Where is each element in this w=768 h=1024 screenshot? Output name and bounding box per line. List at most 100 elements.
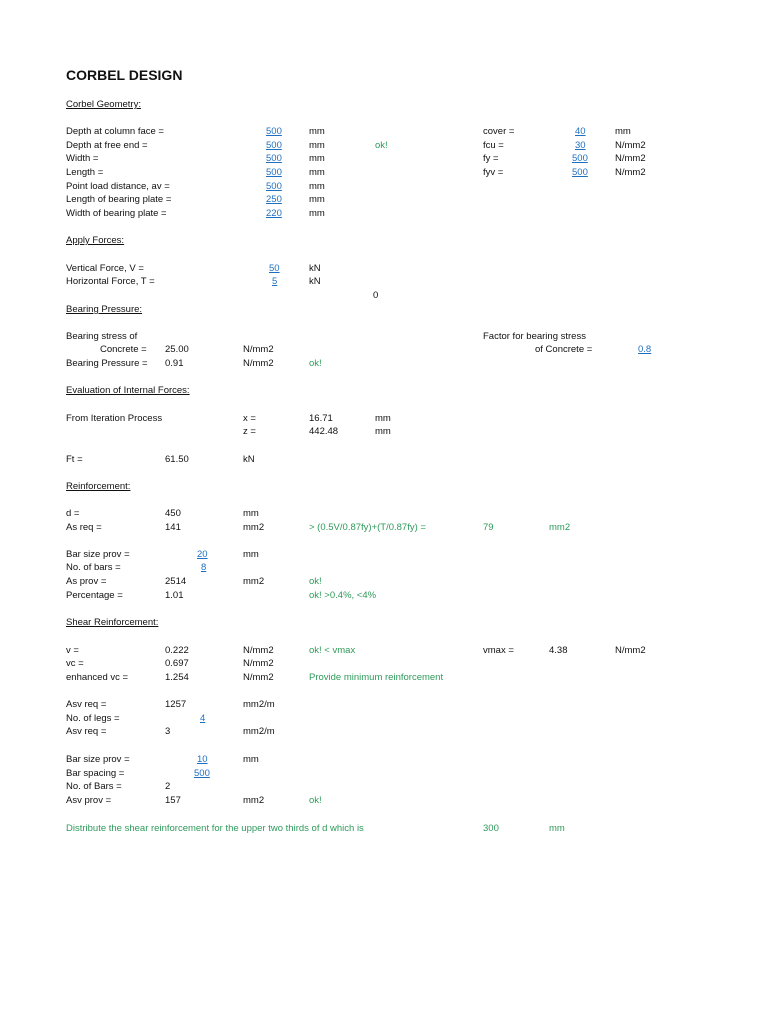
unit: kN xyxy=(309,276,321,287)
value-vc: 0.697 xyxy=(165,658,189,669)
label-bar-size: Bar size prov = xyxy=(66,549,130,560)
label-depth-column-face: Depth at column face = xyxy=(66,126,164,137)
unit: mm xyxy=(309,208,325,219)
unit: mm2 xyxy=(549,522,571,533)
label-no-bars: No. of bars = xyxy=(66,562,121,573)
unit: kN xyxy=(243,454,255,465)
unit: mm xyxy=(309,126,325,137)
label-horizontal-force: Horizontal Force, T = xyxy=(66,276,155,287)
unit: N/mm2 xyxy=(615,167,646,178)
check-formula: > (0.5V/0.87fy)+(T/0.87fy) = xyxy=(309,522,426,533)
value-as-min: 79 xyxy=(483,522,494,533)
label-no-legs: No. of legs = xyxy=(66,713,120,724)
label-point-load-distance: Point load distance, av = xyxy=(66,181,170,192)
check-status: ok! < vmax xyxy=(309,645,356,656)
label-x: x = xyxy=(243,413,256,424)
unit: N/mm2 xyxy=(243,672,274,683)
unit: mm xyxy=(309,140,325,151)
input-horizontal-force[interactable]: 5 xyxy=(272,276,278,287)
value-bearing-stress: 25.00 xyxy=(165,344,189,355)
input-depth-column-face[interactable]: 500 xyxy=(266,126,282,137)
label-bearing-plate-width: Width of bearing plate = xyxy=(66,208,167,219)
section-heading-bearing: Bearing Pressure: xyxy=(66,304,143,315)
input-bearing-plate-length[interactable]: 250 xyxy=(266,194,282,205)
value-ft: 61.50 xyxy=(165,454,189,465)
input-depth-free-end[interactable]: 500 xyxy=(266,140,282,151)
input-no-legs[interactable]: 4 xyxy=(200,713,206,724)
unit: mm2 xyxy=(243,795,265,806)
unit: mm xyxy=(309,194,325,205)
label-length: Length = xyxy=(66,167,104,178)
input-bar-spacing[interactable]: 500 xyxy=(194,768,210,779)
value-x: 16.71 xyxy=(309,413,333,424)
label-width: Width = xyxy=(66,153,99,164)
label-asv-prov: Asv prov = xyxy=(66,795,112,806)
input-fcu[interactable]: 30 xyxy=(575,140,586,151)
input-width[interactable]: 500 xyxy=(266,153,282,164)
section-heading-shear: Shear Reinforcement: xyxy=(66,617,159,628)
label-bearing-pressure: Bearing Pressure = xyxy=(66,358,148,369)
stray-value: 0 xyxy=(373,290,379,301)
unit: mm xyxy=(243,549,259,560)
label-iteration: From Iteration Process xyxy=(66,413,163,424)
check-status: ok! xyxy=(375,140,388,151)
value-enhanced-vc: 1.254 xyxy=(165,672,189,683)
label-d: d = xyxy=(66,508,80,519)
check-status: ok! xyxy=(309,795,322,806)
unit: N/mm2 xyxy=(243,358,274,369)
check-status: ok! xyxy=(309,576,322,587)
input-bearing-plate-width[interactable]: 220 xyxy=(266,208,282,219)
value-asv-req-2: 3 xyxy=(165,726,171,737)
value-as-req: 141 xyxy=(165,522,181,533)
input-length[interactable]: 500 xyxy=(266,167,282,178)
unit: N/mm2 xyxy=(243,658,274,669)
unit: N/mm2 xyxy=(615,645,646,656)
page-title: CORBEL DESIGN xyxy=(66,67,183,83)
unit: mm xyxy=(243,754,259,765)
label-asv-req: Asv req = xyxy=(66,699,107,710)
unit: mm xyxy=(375,426,391,437)
section-heading-geometry: Corbel Geometry: xyxy=(66,99,141,110)
input-fy[interactable]: 500 xyxy=(572,153,588,164)
unit: mm xyxy=(309,167,325,178)
input-cover[interactable]: 40 xyxy=(575,126,586,137)
label-factor: Factor for bearing stress xyxy=(483,331,586,342)
label-ft: Ft = xyxy=(66,454,83,465)
value-as-prov: 2514 xyxy=(165,576,187,587)
value-no-link-bars: 2 xyxy=(165,781,171,792)
check-status: ok! xyxy=(309,358,322,369)
unit: mm xyxy=(549,823,565,834)
distribute-note: Distribute the shear reinforcement for t… xyxy=(66,823,364,834)
section-heading-reinforcement: Reinforcement: xyxy=(66,481,131,492)
label-as-req: As req = xyxy=(66,522,102,533)
input-bar-size[interactable]: 20 xyxy=(197,549,208,560)
input-fyv[interactable]: 500 xyxy=(572,167,588,178)
label-v: v = xyxy=(66,645,79,656)
unit: mm2 xyxy=(243,522,265,533)
value-vmax: 4.38 xyxy=(549,645,568,656)
input-link-bar-size[interactable]: 10 xyxy=(197,754,208,765)
label-fyv: fyv = xyxy=(483,167,504,178)
value-d: 450 xyxy=(165,508,181,519)
unit: N/mm2 xyxy=(615,153,646,164)
unit: mm xyxy=(309,153,325,164)
input-vertical-force[interactable]: 50 xyxy=(269,263,280,274)
unit: mm2 xyxy=(243,576,265,587)
label-vertical-force: Vertical Force, V = xyxy=(66,263,144,274)
label-enhanced-vc: enhanced vc = xyxy=(66,672,129,683)
unit: N/mm2 xyxy=(615,140,646,151)
label-bar-spacing: Bar spacing = xyxy=(66,768,125,779)
label-link-bar-size: Bar size prov = xyxy=(66,754,130,765)
unit: N/mm2 xyxy=(243,645,274,656)
input-bearing-factor[interactable]: 0.8 xyxy=(638,344,652,355)
label-no-link-bars: No. of Bars = xyxy=(66,781,122,792)
input-no-bars[interactable]: 8 xyxy=(201,562,207,573)
label-bearing-plate-length: Length of bearing plate = xyxy=(66,194,172,205)
value-asv-prov: 157 xyxy=(165,795,181,806)
label-fcu: fcu = xyxy=(483,140,504,151)
label-asv-req-2: Asv req = xyxy=(66,726,107,737)
value-z: 442.48 xyxy=(309,426,339,437)
label-bearing-stress: Bearing stress of xyxy=(66,331,138,342)
label-vc: vc = xyxy=(66,658,84,669)
input-point-load-distance[interactable]: 500 xyxy=(266,181,282,192)
